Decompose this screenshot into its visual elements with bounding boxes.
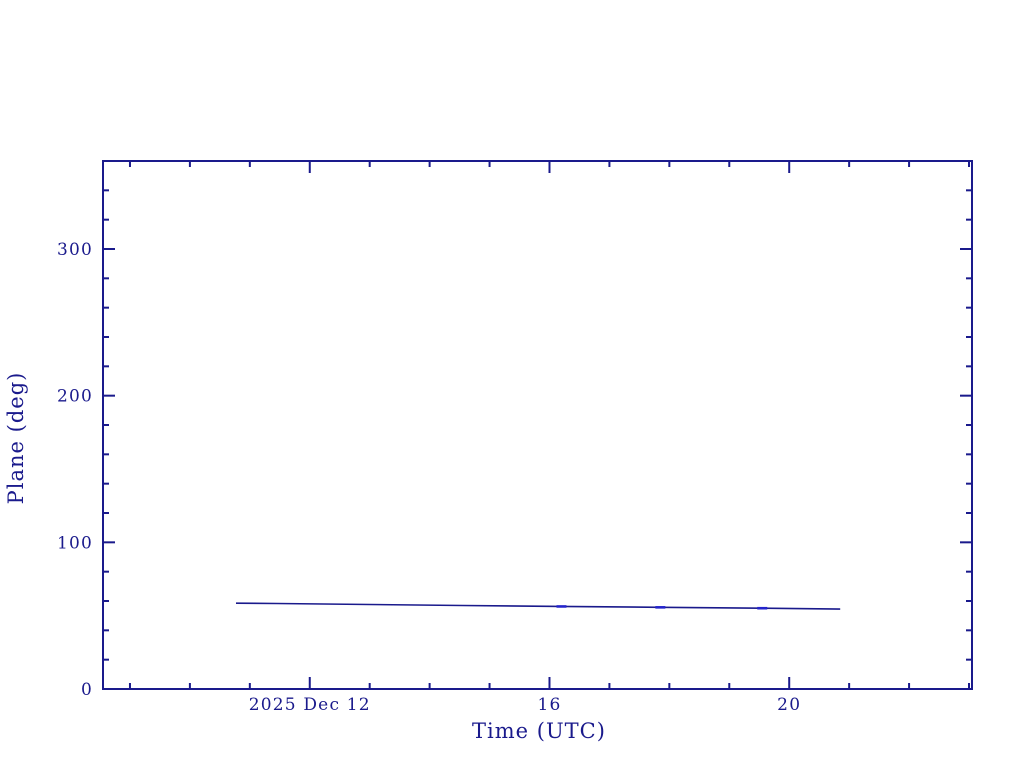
y-axis-ticks bbox=[103, 189, 972, 661]
y-tick-label: 200 bbox=[57, 387, 93, 407]
x-tick-label: 20 bbox=[777, 695, 801, 715]
y-tick-label: 0 bbox=[81, 680, 93, 700]
y-tick-label: 100 bbox=[57, 533, 93, 553]
x-tick-label: 2025 Dec 12 bbox=[249, 695, 371, 715]
y-tick-label: 300 bbox=[57, 240, 93, 260]
data-point-markers bbox=[556, 605, 768, 610]
data-line bbox=[235, 602, 841, 610]
x-axis-ticks bbox=[128, 161, 971, 689]
x-tick-label: 16 bbox=[537, 695, 561, 715]
y-tick-labels: 0 100 200 300 bbox=[57, 240, 93, 700]
plot-box bbox=[102, 160, 973, 690]
x-axis-title: Time (UTC) bbox=[472, 719, 606, 743]
y-axis-title: Plane (deg) bbox=[4, 371, 28, 505]
x-tick-labels: 2025 Dec 12 16 20 bbox=[249, 695, 801, 715]
